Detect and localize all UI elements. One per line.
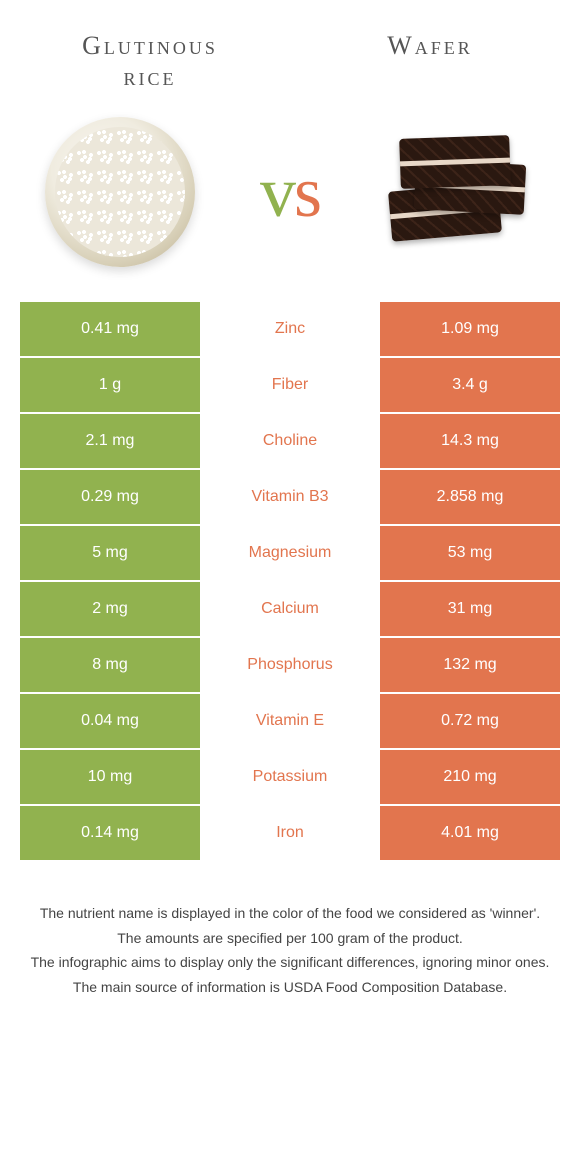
footer-notes: The nutrient name is displayed in the co… [0, 862, 580, 998]
vs-label: vs [260, 151, 320, 234]
cell-left-value: 2 mg [20, 582, 200, 636]
vs-s-letter: s [294, 152, 320, 232]
vs-v-letter: v [260, 152, 294, 232]
table-row: 0.41 mgZinc1.09 mg [20, 302, 560, 358]
table-row: 5 mgMagnesium53 mg [20, 526, 560, 582]
table-row: 0.14 mgIron4.01 mg [20, 806, 560, 862]
cell-left-value: 2.1 mg [20, 414, 200, 468]
footer-line-1: The nutrient name is displayed in the co… [30, 902, 550, 924]
footer-line-3: The infographic aims to display only the… [30, 951, 550, 973]
cell-left-value: 0.41 mg [20, 302, 200, 356]
footer-line-4: The main source of information is USDA F… [30, 976, 550, 998]
table-row: 1 gFiber3.4 g [20, 358, 560, 414]
header: Glutinous rice Wafer [0, 0, 580, 92]
cell-nutrient-name: Phosphorus [200, 638, 380, 692]
table-row: 0.04 mgVitamin E0.72 mg [20, 694, 560, 750]
cell-nutrient-name: Zinc [200, 302, 380, 356]
footer-line-2: The amounts are specified per 100 gram o… [30, 927, 550, 949]
cell-nutrient-name: Calcium [200, 582, 380, 636]
wafer-stack-icon [385, 132, 535, 252]
cell-right-value: 210 mg [380, 750, 560, 804]
cell-nutrient-name: Iron [200, 806, 380, 860]
cell-nutrient-name: Vitamin B3 [200, 470, 380, 524]
cell-right-value: 132 mg [380, 638, 560, 692]
cell-left-value: 8 mg [20, 638, 200, 692]
table-row: 8 mgPhosphorus132 mg [20, 638, 560, 694]
cell-right-value: 2.858 mg [380, 470, 560, 524]
cell-right-value: 0.72 mg [380, 694, 560, 748]
cell-right-value: 14.3 mg [380, 414, 560, 468]
cell-nutrient-name: Magnesium [200, 526, 380, 580]
table-row: 0.29 mgVitamin B32.858 mg [20, 470, 560, 526]
cell-right-value: 4.01 mg [380, 806, 560, 860]
cell-right-value: 1.09 mg [380, 302, 560, 356]
table-row: 10 mgPotassium210 mg [20, 750, 560, 806]
cell-nutrient-name: Choline [200, 414, 380, 468]
cell-right-value: 31 mg [380, 582, 560, 636]
cell-nutrient-name: Potassium [200, 750, 380, 804]
cell-right-value: 53 mg [380, 526, 560, 580]
cell-right-value: 3.4 g [380, 358, 560, 412]
food-right-image [380, 112, 540, 272]
cell-left-value: 5 mg [20, 526, 200, 580]
cell-left-value: 0.29 mg [20, 470, 200, 524]
cell-nutrient-name: Vitamin E [200, 694, 380, 748]
cell-left-value: 10 mg [20, 750, 200, 804]
rice-bowl-icon [45, 117, 195, 267]
comparison-table: 0.41 mgZinc1.09 mg1 gFiber3.4 g2.1 mgCho… [20, 302, 560, 862]
food-left-image [40, 112, 200, 272]
food-right-title: Wafer [340, 30, 520, 61]
table-row: 2 mgCalcium31 mg [20, 582, 560, 638]
cell-left-value: 0.04 mg [20, 694, 200, 748]
food-left-title: Glutinous rice [60, 30, 240, 92]
cell-nutrient-name: Fiber [200, 358, 380, 412]
cell-left-value: 0.14 mg [20, 806, 200, 860]
vs-row: vs [0, 92, 580, 302]
table-row: 2.1 mgCholine14.3 mg [20, 414, 560, 470]
cell-left-value: 1 g [20, 358, 200, 412]
